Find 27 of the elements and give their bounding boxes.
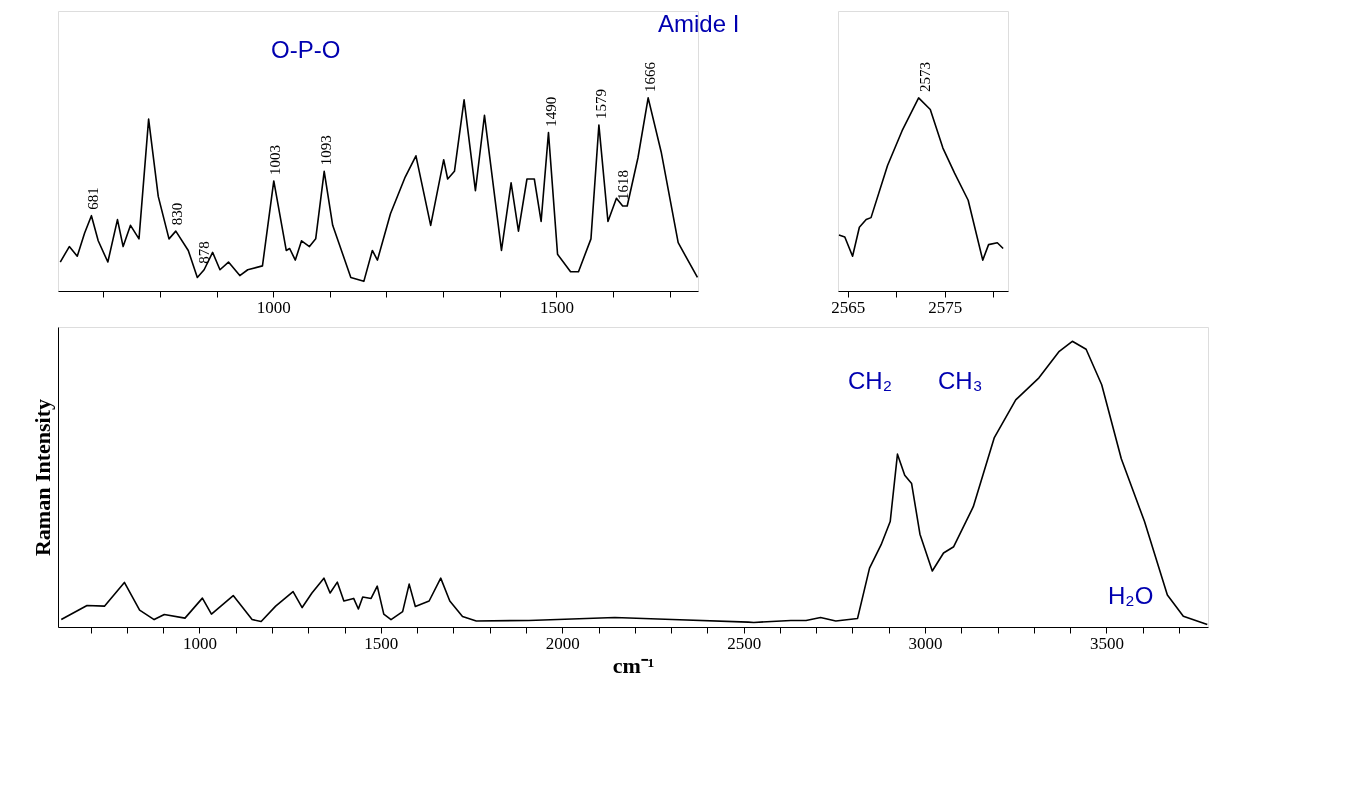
x-tick-label: 2500 [727, 633, 762, 653]
annotation: 830 [168, 202, 185, 226]
annotation: 681 [84, 187, 101, 210]
x-tick-label: 2000 [545, 633, 580, 653]
annotation: 878 [196, 241, 213, 264]
annotation: 1490 [542, 96, 559, 127]
x-tick-label: 1500 [364, 633, 399, 653]
text: Amide I [658, 10, 740, 37]
x-tick-label: 3000 [908, 633, 943, 653]
x-axis-title: cm⁻¹ [612, 652, 655, 678]
text: O-P-O [271, 36, 341, 63]
x-tick-label: 1000 [182, 633, 217, 653]
annotation: H₂O [1108, 582, 1154, 609]
x-tick-label: 2575 [928, 297, 963, 317]
x-tick-label: 1000 [256, 297, 291, 317]
annotation: 2573 [917, 61, 934, 92]
annotation: CH₃ [938, 367, 983, 394]
annotation: 1618 [615, 170, 632, 201]
annotation: 1093 [317, 135, 334, 166]
x-tick-label: 2565 [831, 297, 866, 317]
annotation: 1579 [593, 88, 610, 119]
y-axis-title: Raman Intensity [29, 398, 55, 557]
annotation: CH₂ [848, 367, 892, 394]
x-tick-label: 3500 [1089, 633, 1124, 653]
annotation: 1003 [266, 144, 283, 175]
annotation: 1666 [642, 61, 659, 92]
x-tick-label: 1500 [539, 297, 574, 317]
